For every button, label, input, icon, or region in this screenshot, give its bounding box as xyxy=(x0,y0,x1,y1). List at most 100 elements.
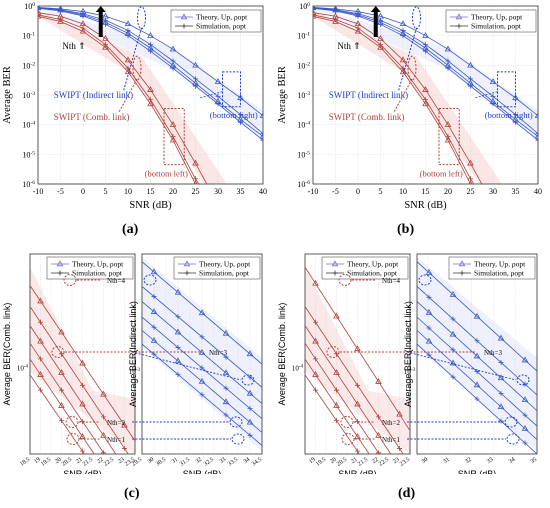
data-point xyxy=(147,86,154,92)
data-point xyxy=(399,68,407,75)
y-tick-label: 10-3 xyxy=(404,368,416,376)
data-point xyxy=(333,8,338,14)
y-tick-label: 10-2 xyxy=(22,61,35,70)
data-point xyxy=(444,121,452,127)
y-tick-label: 10-5 xyxy=(22,150,35,159)
x-tick-label: 32 xyxy=(195,457,203,465)
x-tick-label: 25 xyxy=(192,187,200,196)
y-axis-label: Average BER(Indirect link) xyxy=(128,301,138,407)
data-point xyxy=(58,328,65,335)
data-point xyxy=(260,137,263,143)
data-point xyxy=(37,371,44,377)
data-point xyxy=(377,43,384,50)
x-axis-label: SNR (dB) xyxy=(63,469,102,474)
x-tick-label: 20.5 xyxy=(336,457,348,468)
data-point xyxy=(334,418,339,424)
data-point xyxy=(246,389,254,396)
legend-sim-label: Simulation, ρopt xyxy=(72,269,123,278)
data-point xyxy=(214,78,222,84)
data-point xyxy=(313,12,317,19)
indirect-subplot: 30 31 32 33 34 35 10-3 SNR (dB) Average BER(Indi… xyxy=(403,253,538,479)
data-point xyxy=(497,374,505,381)
y-tick-label: 10-3 xyxy=(129,368,141,376)
data-point xyxy=(498,359,504,365)
data-point xyxy=(80,382,85,388)
data-point xyxy=(399,56,407,63)
data-point xyxy=(473,352,481,359)
legend-sim-marker xyxy=(456,23,462,29)
legend-theory-label: Theory, Up, ρopt xyxy=(199,260,251,269)
nth-annotation: Nth=4 xyxy=(382,277,400,285)
data-point xyxy=(80,448,85,454)
data-point xyxy=(101,414,106,420)
data-point xyxy=(238,211,243,216)
data-point xyxy=(199,392,205,398)
legend-theory-label: Theory, Up, ρopt xyxy=(72,260,124,269)
data-point xyxy=(449,359,457,366)
x-tick-label: -10 xyxy=(33,187,44,196)
data-point xyxy=(147,32,154,38)
data-point xyxy=(101,450,106,454)
data-point xyxy=(450,316,456,322)
nth-marker-blue xyxy=(143,274,157,286)
y-axis-label: Average BER xyxy=(2,66,13,124)
data-point xyxy=(246,350,254,357)
data-point xyxy=(261,211,266,216)
legend-theory-marker xyxy=(56,260,64,267)
data-point xyxy=(497,334,505,341)
data-point xyxy=(198,309,206,316)
series-line xyxy=(38,12,208,184)
figure-d: 19 19.5 20 20.5 21 21.5 22 22.5 23 23.5 10-4 SNR (d… xyxy=(275,252,550,479)
data-point xyxy=(38,319,43,325)
data-point xyxy=(175,345,181,351)
x-tick-label: -5 xyxy=(57,187,64,196)
data-point xyxy=(259,132,263,139)
y-tick-label: 10-6 xyxy=(22,180,35,189)
data-point xyxy=(80,418,85,424)
data-point xyxy=(150,336,158,343)
x-tick-label: 20.5 xyxy=(61,457,73,468)
legend-theory-label: Theory, Up, ρopt xyxy=(474,260,526,269)
legend-sim-label: Simulation, ρopt xyxy=(199,269,250,278)
nth-arrow-head xyxy=(95,6,106,12)
data-point xyxy=(535,211,540,216)
data-point xyxy=(535,211,540,216)
x-tick-label: 22 xyxy=(96,457,104,465)
data-point xyxy=(498,418,504,424)
legend-theory-label: Theory, Up, ρopt xyxy=(471,13,523,22)
data-point xyxy=(423,48,428,54)
legend-sim-label: Simulation, ρopt xyxy=(196,22,247,31)
combined-pointer xyxy=(393,78,413,113)
nth-annotation: Nth=1 xyxy=(107,436,125,444)
data-point xyxy=(223,354,229,360)
data-point xyxy=(124,56,132,63)
x-tick-label: 30 xyxy=(147,457,155,465)
x-tick-label: 33 xyxy=(219,457,227,465)
y-tick-label: 100 xyxy=(24,2,35,11)
data-point xyxy=(222,329,230,336)
figure-b: -10 -5 0 5 10 15 20 25 30 35 40 100 10-1 10-2 10-3 10-4… xyxy=(275,0,550,225)
legend-theory-marker xyxy=(183,260,191,267)
series-group xyxy=(142,261,262,446)
data-point xyxy=(192,61,199,68)
nth-marker-blue xyxy=(516,374,530,386)
series-line xyxy=(30,358,95,454)
data-point xyxy=(399,20,407,27)
data-point xyxy=(513,211,518,216)
data-point xyxy=(215,202,220,207)
data-point xyxy=(193,83,198,89)
data-point xyxy=(422,32,429,38)
nth-marker-red xyxy=(65,416,79,428)
y-tick-label: 10-4 xyxy=(292,364,304,372)
data-point xyxy=(169,121,177,127)
legend-theory-marker xyxy=(458,260,466,267)
x-tick-label: 19.5 xyxy=(315,457,327,468)
data-point xyxy=(473,312,481,319)
y-tick-label: 10-5 xyxy=(297,150,310,159)
y-tick-label: 10-3 xyxy=(297,91,310,100)
data-point xyxy=(222,369,230,376)
y-tick-label: 100 xyxy=(299,2,310,11)
